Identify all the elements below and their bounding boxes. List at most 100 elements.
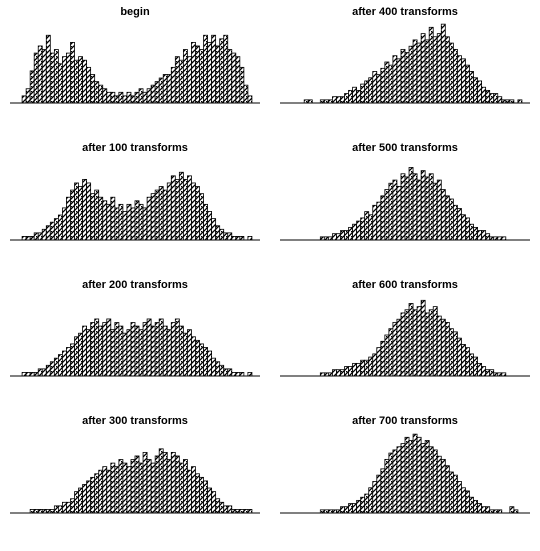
histogram-bar <box>428 309 434 377</box>
histogram-bar <box>215 361 221 377</box>
histogram-bar <box>231 236 237 241</box>
histogram-bar <box>239 372 245 377</box>
histogram-bar <box>424 39 430 104</box>
histogram-bar <box>118 325 124 377</box>
histogram-bar <box>424 176 430 241</box>
histogram-bar <box>154 322 160 377</box>
histogram-bar <box>170 322 176 377</box>
histogram-bar <box>239 66 245 104</box>
histogram-bar <box>126 203 132 241</box>
histogram-bar <box>227 505 233 514</box>
histogram-bar <box>436 179 442 241</box>
histogram-bar <box>239 509 245 514</box>
histogram-bar <box>408 440 414 514</box>
histogram-bar <box>126 466 132 514</box>
histogram-bar <box>187 56 192 104</box>
histogram-bar <box>440 189 446 241</box>
histogram-bar <box>29 236 35 241</box>
histogram-bar <box>187 469 192 514</box>
histogram-bar <box>191 466 196 514</box>
histogram-bar <box>98 84 104 104</box>
histogram-bar <box>412 39 418 104</box>
histogram-bar <box>134 325 140 377</box>
histogram-bar <box>469 496 474 514</box>
histogram-bar <box>465 490 470 514</box>
histogram-bar <box>41 509 47 514</box>
histogram-bar <box>57 63 63 104</box>
histogram-bar <box>211 357 217 377</box>
histogram-bar <box>62 501 67 514</box>
histogram-bar <box>154 81 160 104</box>
panel-title: after 400 transforms <box>352 6 458 18</box>
histogram-bar <box>461 487 466 514</box>
histogram-bar <box>62 56 67 104</box>
histogram-bar <box>404 436 410 514</box>
histogram-bar <box>70 498 75 514</box>
histogram-bar <box>166 329 172 377</box>
histogram-bar <box>150 325 156 377</box>
histogram-bar <box>428 26 434 104</box>
histogram-bar <box>126 91 132 104</box>
histogram-bar <box>66 196 71 241</box>
histogram-bar <box>134 200 140 241</box>
histogram-bar <box>461 58 466 104</box>
histogram-bar <box>211 491 217 514</box>
histogram-bar <box>485 233 491 241</box>
histogram-bar <box>473 77 478 104</box>
histogram-bar <box>227 368 233 377</box>
histogram-bar <box>364 493 370 514</box>
histogram-bar <box>372 204 378 241</box>
histogram-bar <box>102 88 108 104</box>
histogram-bar <box>203 480 208 514</box>
histogram-bar <box>154 455 160 514</box>
histogram-bar <box>340 506 345 514</box>
histogram-bar <box>448 328 454 377</box>
histogram-bar <box>380 67 386 104</box>
histogram-bar <box>162 189 168 241</box>
histogram-bar <box>53 218 59 241</box>
histogram-bar <box>215 225 221 241</box>
histogram-bar <box>352 86 358 104</box>
histogram-bar <box>166 74 172 104</box>
histogram-bar <box>235 56 241 104</box>
histogram-bar <box>70 189 75 241</box>
histogram-bar <box>392 449 398 514</box>
histogram-bar <box>130 459 136 514</box>
histogram-bar <box>384 334 390 377</box>
histogram-bar <box>102 200 108 241</box>
histogram-bar <box>485 506 491 514</box>
histogram-bar <box>360 359 366 377</box>
histogram-bar <box>21 236 27 241</box>
histogram-bar <box>448 198 454 241</box>
histogram-bar <box>170 66 176 104</box>
histogram-bar <box>74 182 79 241</box>
histogram-bar <box>62 350 67 377</box>
histogram-bar <box>457 481 462 514</box>
histogram-bar <box>29 372 35 377</box>
histogram-bar <box>340 369 345 377</box>
histogram-bar <box>41 228 47 241</box>
histogram-bar <box>215 45 221 104</box>
histogram-bar <box>154 189 160 241</box>
histogram-bar <box>352 503 358 514</box>
histogram-bar <box>380 468 386 514</box>
histogram-bar <box>106 91 112 104</box>
histogram-bar <box>223 368 229 377</box>
histogram-bar <box>420 33 426 104</box>
histogram-bar <box>33 52 39 104</box>
histogram-bar <box>465 347 470 377</box>
histogram-bar <box>360 83 366 104</box>
histogram-bar <box>57 505 63 514</box>
histogram-bar <box>247 95 253 104</box>
histogram-bar <box>134 455 140 514</box>
histogram-bar <box>49 509 55 514</box>
histogram-bar <box>138 203 144 241</box>
histogram-bar <box>364 359 370 377</box>
histogram-bar <box>45 509 51 514</box>
histogram-bar <box>372 353 378 377</box>
histogram-bar <box>231 52 237 104</box>
histogram-bar <box>110 91 116 104</box>
histogram-bar <box>404 309 410 377</box>
histogram-bar <box>158 318 164 377</box>
histogram-bar <box>336 96 341 104</box>
